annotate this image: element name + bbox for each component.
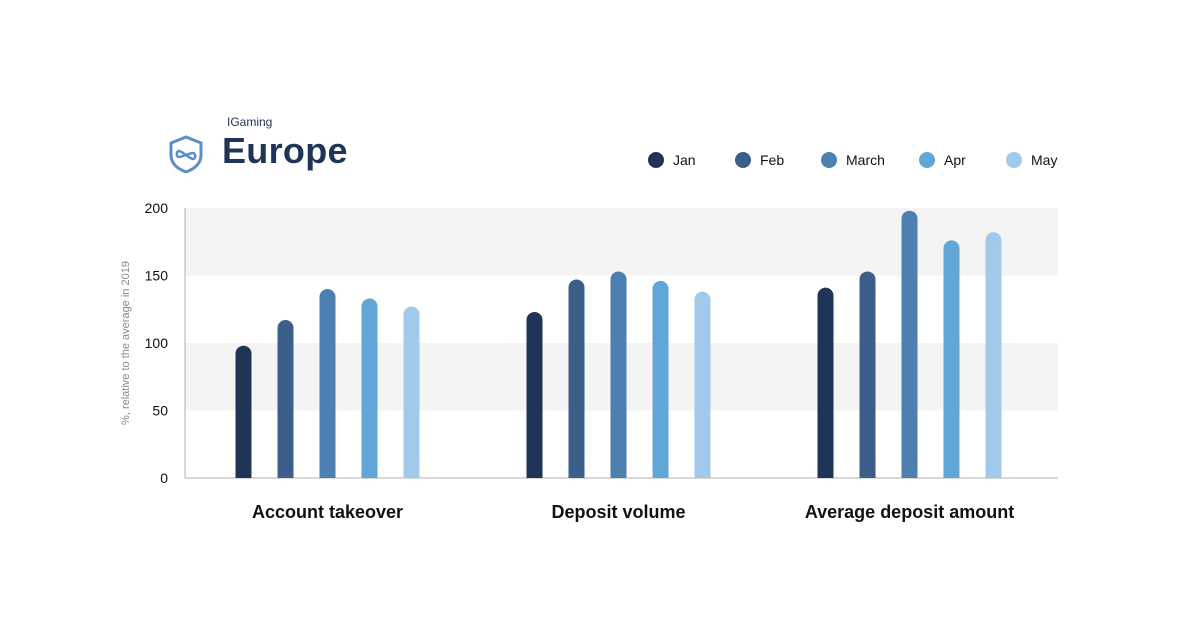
legend-label: March: [846, 152, 885, 168]
grid-band: [185, 208, 1058, 276]
legend-label: May: [1031, 152, 1058, 168]
legend-item-march: March: [821, 150, 885, 170]
bar-base: [610, 279, 627, 478]
bar-base: [235, 353, 252, 478]
bar-base: [859, 279, 876, 478]
y-tick-label: 100: [145, 335, 169, 351]
bar-base: [652, 288, 669, 478]
shield-logo-icon: [169, 135, 203, 173]
bar-base: [568, 287, 585, 478]
legend-item-apr: Apr: [919, 150, 966, 170]
legend-swatch: [821, 152, 837, 168]
legend: Jan Feb March Apr May: [0, 150, 1201, 172]
y-tick-label: 50: [152, 403, 168, 419]
x-category-label: Account takeover: [252, 502, 403, 522]
y-tick-label: 200: [145, 200, 169, 216]
legend-label: Feb: [760, 152, 785, 168]
bar-base: [943, 248, 960, 478]
bar-base: [526, 319, 543, 478]
bar-base: [901, 218, 918, 478]
legend-swatch: [919, 152, 935, 168]
bar-base: [817, 295, 834, 478]
chart-title: Europe: [222, 130, 348, 171]
legend-label: Jan: [673, 152, 696, 168]
legend-swatch: [1006, 152, 1022, 168]
legend-item-feb: Feb: [735, 150, 784, 170]
bar-base: [277, 328, 294, 478]
x-category-label: Average deposit amount: [805, 502, 1014, 522]
legend-swatch: [648, 152, 664, 168]
bar-base: [985, 240, 1002, 478]
y-tick-label: 0: [160, 470, 168, 486]
legend-label: Apr: [944, 152, 966, 168]
bar-base: [403, 314, 420, 478]
bar-base: [694, 299, 711, 478]
legend-item-may: May: [1006, 150, 1057, 170]
bar-base: [319, 297, 336, 478]
chart-header: IGaming Europe: [0, 0, 1201, 200]
legend-item-jan: Jan: [648, 150, 696, 170]
legend-swatch: [735, 152, 751, 168]
chart-subtitle: IGaming: [227, 115, 273, 129]
y-tick-label: 150: [145, 268, 169, 284]
y-axis-label: %, relative to the average in 2019: [120, 261, 132, 425]
bar-base: [361, 306, 378, 478]
x-category-label: Deposit volume: [551, 502, 685, 522]
